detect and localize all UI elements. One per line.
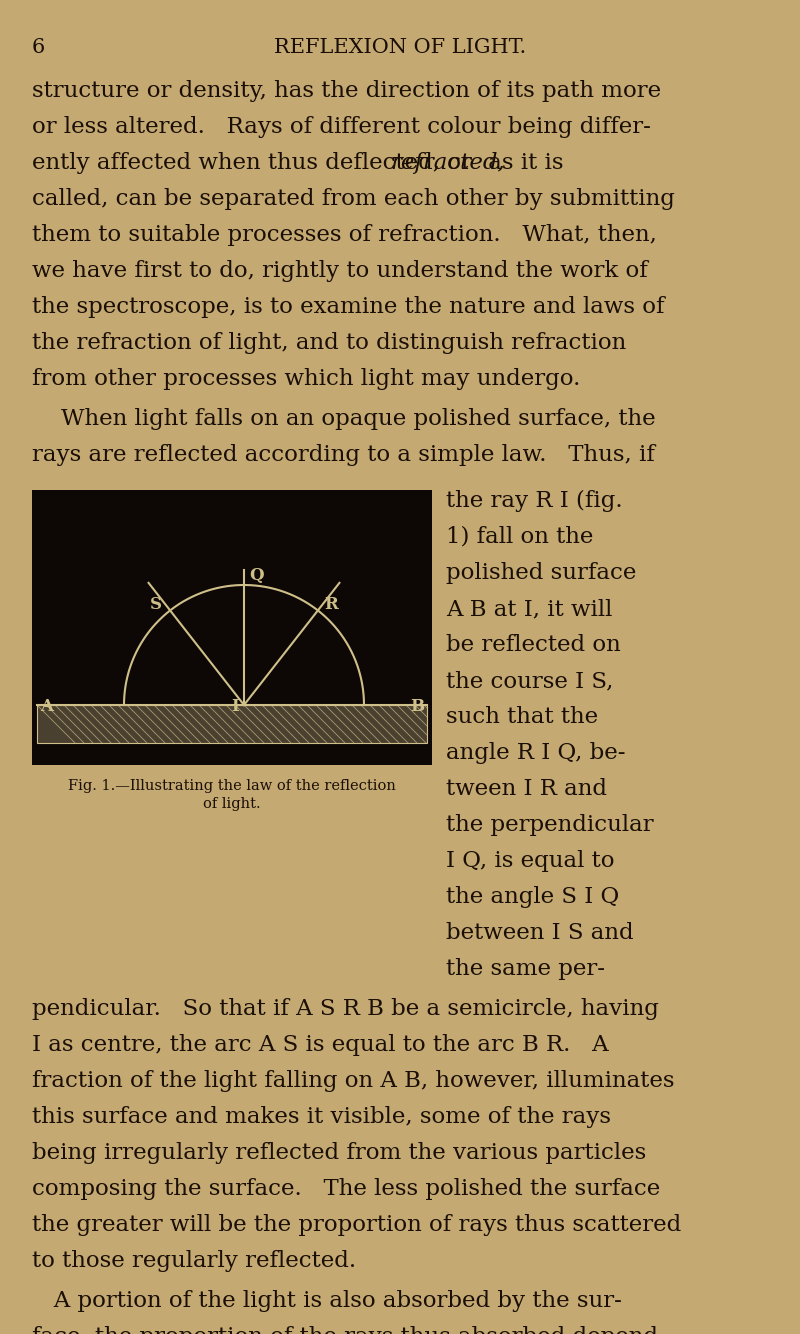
Text: A portion of the light is also absorbed by the sur-: A portion of the light is also absorbed … [32,1290,622,1313]
Text: 6: 6 [32,37,46,57]
Text: 1) fall on the: 1) fall on the [446,526,594,548]
Text: the refraction of light, and to distinguish refraction: the refraction of light, and to distingu… [32,332,626,354]
Text: angle R I Q, be-: angle R I Q, be- [446,742,626,764]
Text: Q: Q [249,567,264,584]
Text: such that the: such that the [446,706,598,728]
Text: I: I [231,698,239,715]
Text: being irregularly reflected from the various particles: being irregularly reflected from the var… [32,1142,646,1165]
Text: called, can be separated from each other by submitting: called, can be separated from each other… [32,188,675,209]
Text: composing the surface.   The less polished the surface: composing the surface. The less polished… [32,1178,660,1201]
Text: the course I S,: the course I S, [446,670,614,692]
Text: tween I R and: tween I R and [446,778,607,800]
Text: ently affected when thus deflected, or: ently affected when thus deflected, or [32,152,479,173]
Text: pendicular.   So that if A S R B be a semicircle, having: pendicular. So that if A S R B be a semi… [32,998,659,1021]
Text: fraction of the light falling on A B, however, illuminates: fraction of the light falling on A B, ho… [32,1070,674,1093]
Text: between I S and: between I S and [446,922,634,944]
Text: Fig. 1.—Illustrating the law of the reflection: Fig. 1.—Illustrating the law of the refl… [68,779,396,792]
Text: or less altered.   Rays of different colour being differ-: or less altered. Rays of different colou… [32,116,651,137]
Text: the greater will be the proportion of rays thus scattered: the greater will be the proportion of ra… [32,1214,682,1237]
Text: polished surface: polished surface [446,562,636,584]
Text: S: S [150,596,162,612]
Text: rays are reflected according to a simple law.   Thus, if: rays are reflected according to a simple… [32,444,655,466]
Text: this surface and makes it visible, some of the rays: this surface and makes it visible, some … [32,1106,611,1129]
Text: A B at I, it will: A B at I, it will [446,598,612,620]
Bar [32,490,432,764]
Text: the spectroscope, is to examine the nature and laws of: the spectroscope, is to examine the natu… [32,296,665,317]
Text: to those regularly reflected.: to those regularly reflected. [32,1250,356,1273]
Text: we have first to do, rightly to understand the work of: we have first to do, rightly to understa… [32,260,648,281]
Text: I as centre, the arc A S is equal to the arc B R.   A: I as centre, the arc A S is equal to the… [32,1034,609,1057]
Text: the ray R I (fig.: the ray R I (fig. [446,490,622,512]
Text: as it is: as it is [481,152,563,173]
Text: of light.: of light. [203,796,261,811]
Text: structure or density, has the direction of its path more: structure or density, has the direction … [32,80,661,101]
Text: R: R [324,596,338,612]
Text: be reflected on: be reflected on [446,634,621,656]
Text: When light falls on an opaque polished surface, the: When light falls on an opaque polished s… [32,408,656,430]
Text: B: B [410,698,424,715]
Text: the same per-: the same per- [446,958,605,980]
Text: I Q, is equal to: I Q, is equal to [446,850,614,872]
Text: A: A [40,698,53,715]
Text: from other processes which light may undergo.: from other processes which light may und… [32,368,580,390]
Text: the angle S I Q: the angle S I Q [446,886,619,908]
Bar [37,704,427,743]
Text: the perpendicular: the perpendicular [446,814,654,836]
Text: REFLEXION OF LIGHT.: REFLEXION OF LIGHT. [274,37,526,57]
Text: face, the proportion of the rays thus absorbed depend-: face, the proportion of the rays thus ab… [32,1326,666,1334]
Text: them to suitable processes of refraction.   What, then,: them to suitable processes of refraction… [32,224,657,245]
Text: refracted,: refracted, [390,152,506,173]
